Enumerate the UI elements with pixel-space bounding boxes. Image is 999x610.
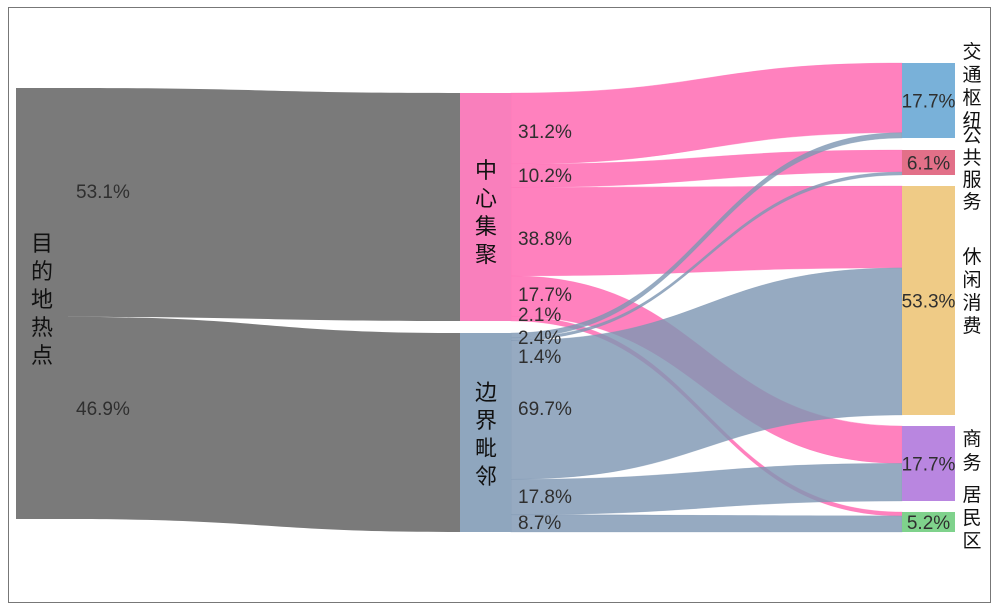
middle-label-center-char: 集 — [475, 215, 497, 240]
flow-label-center-business: 17.7% — [518, 285, 572, 306]
right-label-residential-char: 居 — [962, 484, 981, 506]
right-label-residential-char: 民 — [962, 507, 981, 529]
labels-layer: 53.1%46.9%目的地热点中心集聚边界毗邻17.7%交通枢纽6.1%公共服务… — [31, 41, 982, 552]
middle-label-center-char: 中 — [475, 159, 497, 184]
right-label-transport-char: 通 — [962, 64, 981, 86]
right-label-public-char: 共 — [962, 147, 981, 169]
right-label-leisure-char: 消 — [962, 292, 981, 314]
right-label-transport-char: 交 — [962, 41, 981, 63]
source-label-char: 点 — [31, 344, 53, 369]
flow-label-edge-transport: 2.4% — [518, 328, 561, 349]
middle-label-center-char: 心 — [475, 187, 497, 212]
right-label-business-char: 商 — [962, 428, 981, 450]
right-label-leisure-char: 闲 — [962, 269, 981, 291]
left-flow-label-1: 46.9% — [76, 399, 130, 420]
source-label-char: 热 — [31, 316, 53, 341]
right-label-transport-char: 枢 — [962, 87, 981, 109]
node-residential — [902, 512, 955, 532]
flow-label-edge-residential: 8.7% — [518, 513, 561, 534]
flow-label-center-leisure: 38.8% — [518, 229, 572, 250]
right-value-business: 17.7% — [902, 455, 956, 476]
flow-label-center-public: 10.2% — [518, 166, 572, 187]
right-label-business: 商务 — [962, 428, 981, 474]
nodes-layer — [16, 63, 955, 532]
right-label-public-char: 务 — [962, 191, 981, 213]
source-label-char: 的 — [31, 260, 53, 285]
right-label-public-char: 公 — [962, 125, 981, 147]
flows-layer — [68, 62, 903, 533]
right-label-leisure-char: 费 — [962, 315, 981, 337]
node-leisure — [902, 186, 955, 415]
node-transport — [902, 63, 955, 138]
right-label-business-char: 务 — [962, 452, 981, 474]
middle-label-center-char: 聚 — [475, 243, 497, 268]
middle-label-edge-char: 界 — [475, 409, 497, 434]
node-edge — [460, 333, 511, 532]
right-value-public: 6.1% — [907, 154, 950, 175]
flow-label-center-transport: 31.2% — [518, 122, 572, 143]
flow-label-edge-business: 17.8% — [518, 487, 572, 508]
flow-label-edge-public: 1.4% — [518, 347, 561, 368]
right-label-residential: 居民区 — [962, 484, 981, 552]
middle-label-edge-char: 边 — [475, 381, 497, 406]
right-label-public-char: 服 — [962, 169, 981, 191]
flow-edge-residential — [510, 514, 903, 533]
flow-source-center — [68, 88, 460, 321]
flow-source-edge — [68, 316, 460, 532]
flow-label-center-residential: 2.1% — [518, 305, 561, 326]
right-value-leisure: 53.3% — [902, 292, 956, 313]
source-label-char: 目 — [31, 232, 53, 257]
node-public — [902, 150, 955, 175]
right-value-residential: 5.2% — [907, 513, 950, 534]
node-business — [902, 426, 955, 501]
node-center — [460, 93, 511, 321]
flow-label-edge-leisure: 69.7% — [518, 399, 572, 420]
right-label-transport-char: 纽 — [962, 110, 981, 132]
middle-label-edge-char: 邻 — [475, 465, 497, 490]
middle-label-edge-char: 毗 — [475, 437, 497, 462]
node-source — [16, 88, 68, 519]
source-label-char: 地 — [31, 288, 53, 313]
right-value-transport: 17.7% — [902, 92, 956, 113]
left-flow-label-0: 53.1% — [76, 182, 130, 203]
right-label-leisure-char: 休 — [962, 246, 981, 268]
flow-center-transport — [510, 62, 903, 165]
right-label-residential-char: 区 — [962, 530, 981, 552]
